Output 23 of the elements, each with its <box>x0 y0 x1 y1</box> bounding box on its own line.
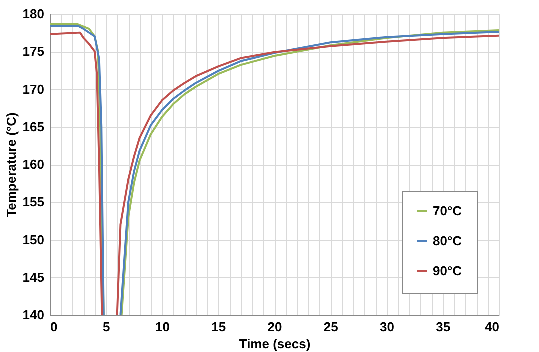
y-tick-label: 170 <box>22 82 44 97</box>
legend-label: 80°C <box>433 234 463 248</box>
y-tick-label: 175 <box>22 44 44 60</box>
x-tick-label: 15 <box>212 320 226 334</box>
y-axis-title: Temperature (°C) <box>4 112 19 218</box>
y-tick-label: 160 <box>22 157 44 172</box>
legend-label: 90°C <box>433 264 463 278</box>
x-tick-label: 10 <box>156 320 170 334</box>
y-tick-label: 155 <box>22 194 44 210</box>
y-tick-label: 140 <box>22 308 44 322</box>
x-tick-label: 35 <box>436 320 451 334</box>
x-tick-label: 0 <box>50 320 58 334</box>
y-tick-label: 165 <box>22 119 44 134</box>
x-tick-label: 25 <box>324 320 338 334</box>
y-tick-label: 180 <box>22 6 44 22</box>
x-tick-label: 30 <box>380 320 394 334</box>
x-tick-label: 40 <box>485 320 500 334</box>
y-tick-label: 150 <box>22 232 44 248</box>
y-tick-label: 145 <box>22 270 44 285</box>
x-tick-label: 20 <box>268 320 282 334</box>
legend-label: 70°C <box>433 204 463 218</box>
x-tick-label: 5 <box>103 320 110 334</box>
x-axis-title: Time (secs) <box>239 336 311 352</box>
